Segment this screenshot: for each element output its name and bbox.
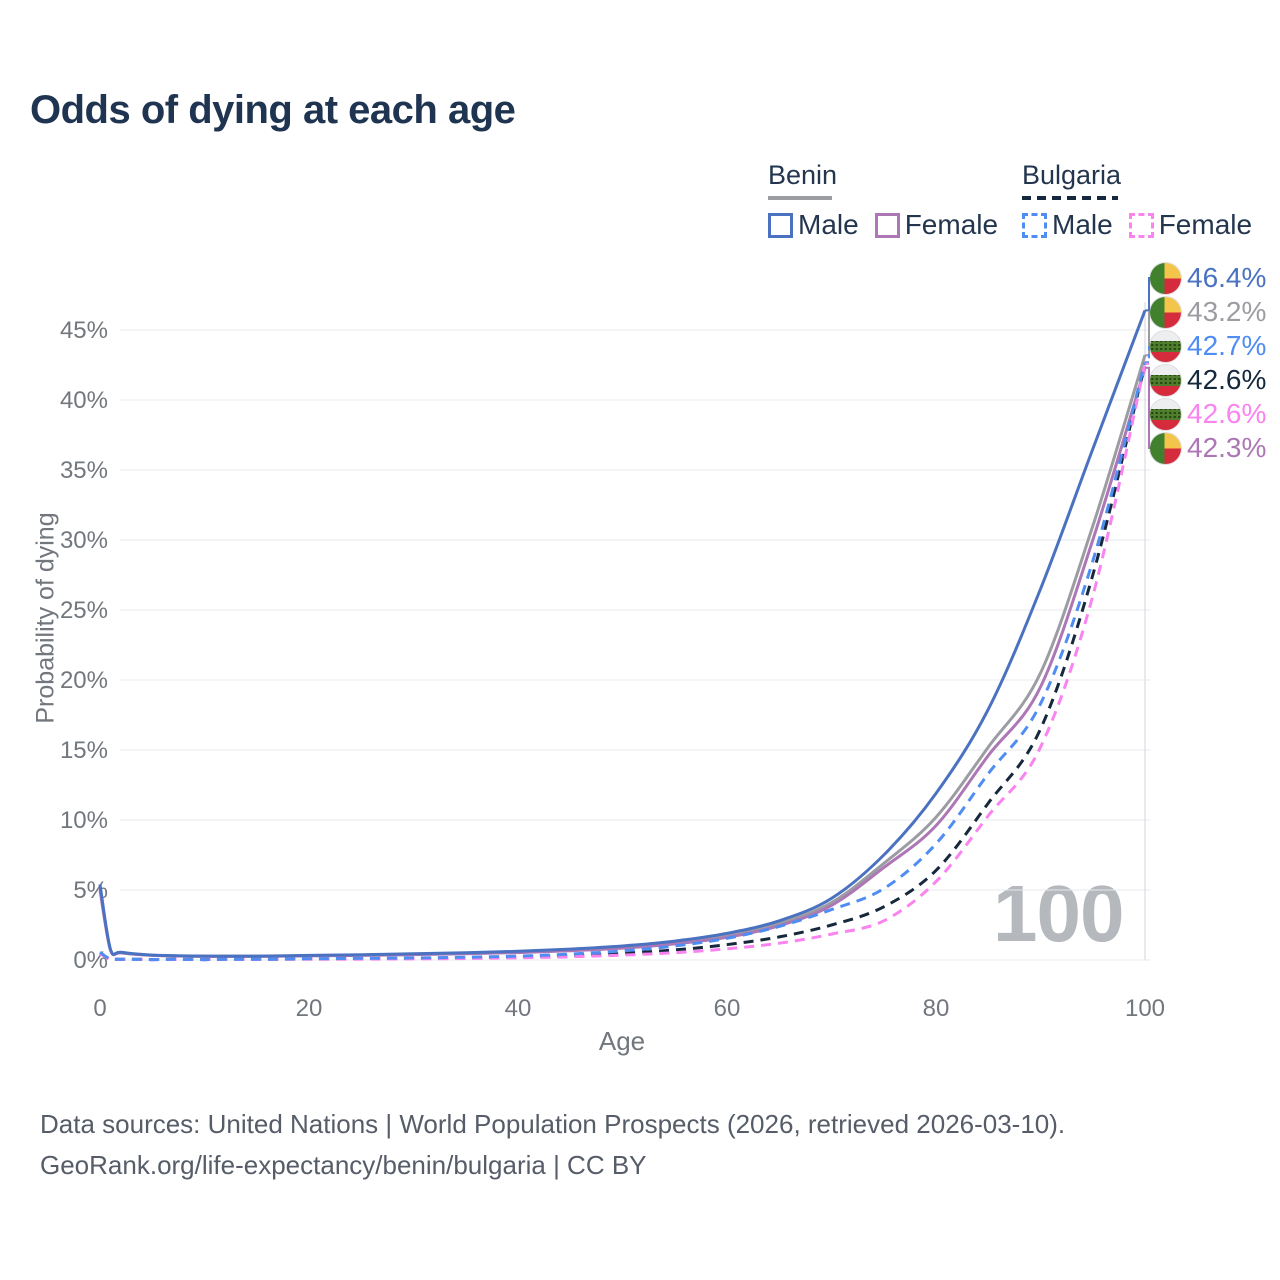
- benin-flag-icon: [1150, 432, 1181, 464]
- legend-group-bulgaria: Bulgaria Male Female: [1022, 160, 1252, 241]
- svg-text:15%: 15%: [60, 737, 108, 764]
- legend-label: Male: [1052, 209, 1113, 240]
- svg-text:0%: 0%: [73, 947, 108, 974]
- benin-female-swatch: [874, 212, 900, 238]
- legend-label: Female: [1158, 209, 1253, 240]
- end-label-benin-male: 46.4%: [1150, 261, 1266, 295]
- svg-text:80: 80: [923, 995, 950, 1022]
- legend-country-bulgaria: Bulgaria: [1022, 160, 1122, 190]
- source-footer: Data sources: United Nations | World Pop…: [40, 1104, 1065, 1186]
- legend-item-bulgaria-female[interactable]: Female: [1128, 209, 1253, 241]
- svg-text:20%: 20%: [60, 667, 108, 694]
- end-label-benin-all: 43.2%: [1150, 295, 1266, 329]
- svg-text:25%: 25%: [60, 597, 108, 624]
- legend-item-benin-male[interactable]: Male: [768, 209, 859, 241]
- svg-text:20: 20: [296, 995, 323, 1022]
- legend-group-benin: Benin Male Female: [768, 160, 998, 241]
- end-value: 43.2%: [1187, 296, 1267, 327]
- svg-text:60: 60: [714, 995, 741, 1022]
- bulgaria-male-swatch: [1022, 212, 1047, 238]
- svg-text:40%: 40%: [60, 387, 108, 414]
- bulgaria-flag-icon: [1150, 398, 1181, 430]
- end-label-bulgaria-male: 42.7%: [1150, 329, 1266, 363]
- legend-label: Female: [904, 209, 999, 240]
- legend-country-benin: Benin: [768, 160, 838, 190]
- end-value: 46.4%: [1187, 262, 1267, 293]
- benin-male-swatch: [768, 212, 793, 238]
- svg-text:10%: 10%: [60, 807, 108, 834]
- bulgaria-flag-icon: [1150, 330, 1181, 362]
- attribution-line: GeoRank.org/life-expectancy/benin/bulgar…: [40, 1150, 647, 1180]
- data-source-line: Data sources: United Nations | World Pop…: [40, 1109, 1066, 1139]
- hover-age-watermark: 100: [993, 869, 1124, 958]
- x-axis-title: Age: [598, 1026, 646, 1056]
- benin-flag-icon: [1150, 262, 1181, 294]
- end-value: 42.7%: [1187, 330, 1267, 361]
- svg-text:30%: 30%: [60, 527, 108, 554]
- benin-line-style-sample: [768, 196, 832, 200]
- svg-text:0: 0: [93, 995, 106, 1022]
- svg-text:100: 100: [1125, 995, 1165, 1022]
- svg-text:40: 40: [505, 995, 532, 1022]
- bulgaria-female-swatch: [1128, 212, 1154, 238]
- end-label-bulgaria-female: 42.6%: [1150, 397, 1266, 431]
- chart-title: Odds of dying at each age: [30, 88, 516, 132]
- end-value: 42.6%: [1187, 364, 1267, 395]
- svg-text:45%: 45%: [60, 317, 108, 344]
- end-label-bulgaria-all: 42.6%: [1150, 363, 1266, 397]
- bulgaria-line-style-sample: [1022, 196, 1118, 200]
- end-label-benin-female: 42.3%: [1150, 431, 1266, 465]
- end-value: 42.6%: [1187, 398, 1267, 429]
- svg-text:35%: 35%: [60, 457, 108, 484]
- legend-item-bulgaria-male[interactable]: Male: [1022, 209, 1113, 241]
- legend-item-benin-female[interactable]: Female: [874, 209, 999, 241]
- bulgaria-flag-icon: [1150, 364, 1181, 396]
- benin-flag-icon: [1150, 296, 1181, 328]
- end-value: 42.3%: [1187, 432, 1267, 463]
- legend-label: Male: [798, 209, 859, 240]
